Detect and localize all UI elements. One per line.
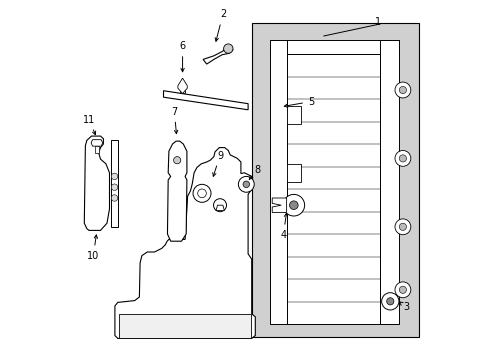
- Text: 11: 11: [82, 114, 96, 135]
- Circle shape: [394, 219, 410, 235]
- Circle shape: [111, 195, 118, 201]
- Circle shape: [386, 298, 393, 305]
- Text: 5: 5: [284, 96, 314, 107]
- Circle shape: [399, 155, 406, 162]
- Circle shape: [173, 157, 181, 164]
- Circle shape: [193, 184, 211, 202]
- Circle shape: [381, 293, 398, 310]
- Polygon shape: [379, 40, 399, 324]
- Circle shape: [283, 194, 304, 216]
- Polygon shape: [91, 140, 102, 146]
- Text: 7: 7: [171, 107, 178, 134]
- Polygon shape: [203, 46, 232, 64]
- Polygon shape: [178, 78, 187, 94]
- Text: 1: 1: [374, 17, 380, 27]
- Text: 6: 6: [179, 41, 185, 72]
- Bar: [251, 23, 418, 337]
- Text: 9: 9: [212, 150, 223, 176]
- Polygon shape: [167, 141, 186, 241]
- Polygon shape: [115, 148, 255, 338]
- Polygon shape: [216, 205, 224, 211]
- Circle shape: [289, 201, 298, 210]
- Polygon shape: [272, 198, 286, 212]
- Polygon shape: [119, 314, 250, 338]
- Polygon shape: [286, 164, 301, 182]
- Circle shape: [238, 176, 254, 192]
- Polygon shape: [270, 40, 286, 324]
- Bar: [286, 54, 379, 324]
- Bar: [95, 146, 99, 153]
- Polygon shape: [286, 106, 301, 124]
- Circle shape: [243, 181, 249, 188]
- Bar: [179, 86, 185, 93]
- Circle shape: [399, 86, 406, 94]
- Circle shape: [394, 282, 410, 298]
- Circle shape: [399, 223, 406, 230]
- Text: 2: 2: [215, 9, 225, 41]
- Polygon shape: [84, 136, 109, 230]
- Circle shape: [394, 82, 410, 98]
- Circle shape: [223, 44, 232, 53]
- Text: 4: 4: [280, 213, 287, 240]
- Circle shape: [394, 150, 410, 166]
- Text: 3: 3: [399, 302, 408, 312]
- Circle shape: [399, 286, 406, 293]
- Text: 8: 8: [249, 165, 260, 179]
- Circle shape: [197, 189, 206, 198]
- Circle shape: [111, 184, 118, 190]
- Text: 10: 10: [87, 235, 99, 261]
- Polygon shape: [270, 40, 399, 54]
- Polygon shape: [163, 91, 247, 110]
- Circle shape: [213, 199, 226, 212]
- Bar: [110, 140, 118, 227]
- Circle shape: [111, 173, 118, 180]
